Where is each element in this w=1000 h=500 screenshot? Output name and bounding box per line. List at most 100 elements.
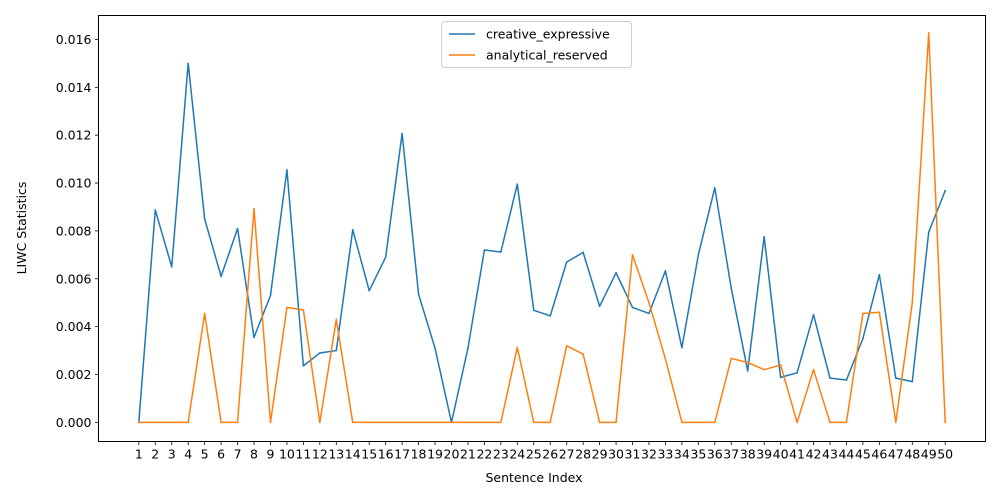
data-point-analytical-reserved-42 (812, 368, 815, 371)
data-point-analytical-reserved-2 (154, 421, 157, 424)
data-point-creative-expressive-18 (417, 293, 420, 296)
data-point-creative-expressive-34 (681, 346, 683, 349)
data-point-creative-expressive-10 (286, 169, 288, 171)
data-point-analytical-reserved-25 (532, 421, 535, 424)
y-tick-label: 0.012 (56, 128, 92, 143)
series-line-creative-expressive (138, 62, 947, 424)
x-tick-label: 22 (476, 447, 492, 462)
data-point-analytical-reserved-46 (878, 311, 881, 314)
plot-area-frame (98, 15, 986, 442)
x-tick-label: 16 (378, 447, 394, 462)
data-point-analytical-reserved-45 (862, 312, 864, 315)
data-point-analytical-reserved-39 (763, 368, 765, 371)
x-tick-label: 15 (361, 447, 377, 462)
data-point-analytical-reserved-50 (944, 421, 946, 424)
x-axis-title: Sentence Index (485, 470, 582, 485)
data-point-analytical-reserved-26 (549, 421, 552, 424)
data-point-analytical-reserved-12 (319, 421, 321, 424)
x-tick-label: 41 (789, 447, 805, 462)
data-point-analytical-reserved-31 (631, 254, 634, 256)
x-tick-label: 14 (345, 447, 361, 462)
data-point-analytical-reserved-37 (730, 357, 733, 360)
y-tick-label: 0.000 (56, 415, 92, 430)
data-point-analytical-reserved-20 (450, 421, 453, 424)
data-point-analytical-reserved-5 (203, 312, 206, 315)
data-point-analytical-reserved-14 (351, 421, 354, 424)
data-point-analytical-reserved-36 (713, 421, 716, 424)
data-point-creative-expressive-32 (648, 312, 650, 315)
legend-label-creative-expressive: creative_expressive (486, 27, 610, 42)
data-point-creative-expressive-39 (763, 235, 765, 238)
data-point-creative-expressive-26 (549, 315, 552, 317)
data-point-analytical-reserved-33 (664, 358, 667, 360)
x-tick-label: 45 (855, 447, 871, 462)
data-point-creative-expressive-21 (467, 347, 469, 349)
x-tick-label: 12 (312, 447, 328, 462)
x-tick-label: 26 (542, 447, 558, 462)
x-tick-label: 50 (937, 447, 953, 462)
data-point-analytical-reserved-4 (187, 421, 189, 424)
y-tick-label: 0.014 (56, 80, 92, 95)
data-point-analytical-reserved-3 (170, 421, 173, 424)
data-point-analytical-reserved-22 (483, 421, 486, 424)
data-point-analytical-reserved-8 (253, 207, 255, 210)
y-tick-label: 0.016 (56, 32, 92, 47)
x-tick-label: 36 (707, 447, 723, 462)
data-point-creative-expressive-8 (253, 336, 255, 339)
data-point-creative-expressive-33 (664, 270, 667, 272)
x-tick-label: 5 (201, 447, 209, 462)
data-point-analytical-reserved-28 (582, 353, 584, 355)
x-tick-label: 47 (888, 447, 904, 462)
data-point-analytical-reserved-44 (845, 421, 848, 424)
data-point-creative-expressive-25 (532, 309, 535, 312)
data-point-analytical-reserved-34 (681, 421, 683, 424)
data-point-creative-expressive-46 (878, 273, 881, 276)
x-tick-label: 10 (279, 447, 295, 462)
data-point-creative-expressive-48 (911, 380, 914, 383)
data-point-creative-expressive-19 (434, 347, 436, 349)
data-point-creative-expressive-41 (796, 372, 798, 374)
data-point-creative-expressive-24 (516, 183, 519, 186)
data-point-analytical-reserved-17 (401, 421, 403, 424)
data-point-analytical-reserved-38 (746, 361, 749, 364)
data-point-creative-expressive-42 (812, 313, 815, 316)
x-tick-label: 28 (575, 447, 591, 462)
y-axis-title: LIWC Statistics (14, 182, 29, 275)
x-tick-label: 27 (559, 447, 575, 462)
x-tick-label: 17 (394, 447, 410, 462)
data-point-creative-expressive-44 (845, 379, 848, 381)
data-point-analytical-reserved-29 (598, 421, 601, 424)
y-tick-label: 0.008 (56, 223, 92, 238)
data-point-analytical-reserved-35 (697, 421, 700, 424)
x-tick-label: 43 (822, 447, 838, 462)
data-point-analytical-reserved-40 (779, 364, 782, 366)
data-point-creative-expressive-38 (746, 370, 749, 372)
x-tick-label: 25 (526, 447, 542, 462)
x-tick-label: 23 (493, 447, 509, 462)
data-point-creative-expressive-50 (944, 189, 946, 192)
data-point-creative-expressive-49 (927, 231, 930, 233)
data-point-analytical-reserved-16 (384, 421, 387, 424)
data-point-analytical-reserved-7 (236, 421, 239, 424)
x-tick-label: 48 (904, 447, 920, 462)
data-point-creative-expressive-29 (598, 305, 601, 308)
y-tick-label: 0.010 (56, 176, 92, 191)
data-point-analytical-reserved-48 (911, 301, 914, 304)
data-point-analytical-reserved-47 (895, 421, 897, 424)
data-point-creative-expressive-6 (220, 275, 222, 278)
data-point-analytical-reserved-13 (335, 318, 338, 321)
legend-box (441, 21, 632, 68)
data-point-creative-expressive-3 (170, 265, 173, 268)
data-point-creative-expressive-2 (154, 209, 157, 211)
x-tick-label: 13 (328, 447, 344, 462)
y-tick-label: 0.002 (56, 367, 92, 382)
data-point-creative-expressive-30 (615, 271, 617, 274)
x-tick-label: 2 (151, 447, 159, 462)
x-tick-label: 1 (135, 447, 143, 462)
x-tick-label: 20 (444, 447, 460, 462)
data-point-creative-expressive-4 (187, 62, 189, 65)
data-point-analytical-reserved-10 (286, 306, 288, 309)
data-point-creative-expressive-40 (779, 376, 782, 379)
data-point-creative-expressive-37 (730, 287, 733, 290)
